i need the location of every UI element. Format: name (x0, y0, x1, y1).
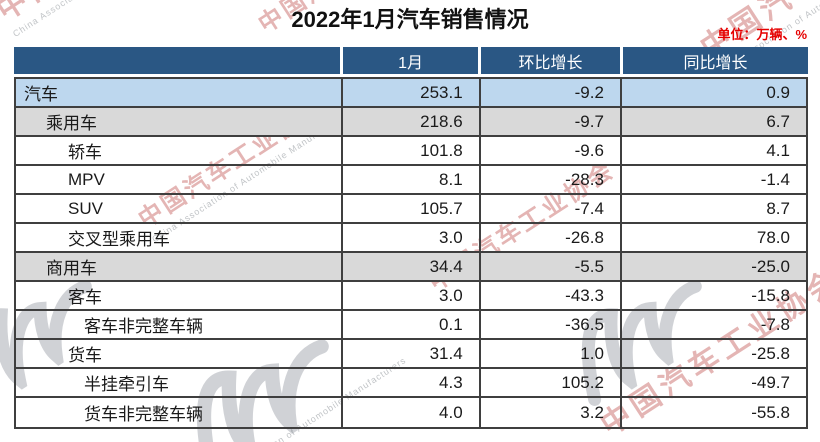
cell-value: 0.9 (766, 82, 790, 102)
table-row: 货车 31.4 1.0 -25.8 (16, 340, 806, 369)
cell-value: 4.1 (766, 140, 790, 160)
cell-value: 4.3 (343, 369, 481, 396)
cell-value: -43.3 (481, 282, 622, 309)
cell-value: -7.8 (760, 314, 790, 334)
cell-value: -36.5 (481, 311, 622, 338)
row-label: 商用车 (16, 253, 344, 280)
cell-value: -25.0 (751, 256, 790, 276)
row-label: 货车非完整车辆 (16, 398, 344, 427)
cell-value: 6.7 (766, 111, 790, 131)
row-label: 轿车 (16, 137, 344, 164)
cell-value: 8.1 (343, 166, 481, 193)
table-body: 汽车 253.1 -9.2 0.9 乘用车 218.6 -9.7 6.7 轿车 101.8 -9.6… (14, 77, 808, 429)
header-cell-january: 1月 (343, 47, 482, 74)
table-header-row: 1月 环比增长 同比增长 (14, 47, 808, 74)
cell-value: 253.1 (343, 79, 481, 106)
row-label: SUV (16, 195, 344, 222)
cell-value: 31.4 (343, 340, 481, 367)
cell-value: -26.8 (481, 224, 622, 251)
header-cell-yoy-growth: 同比增长 (622, 47, 808, 74)
cell-value: -25.8 (751, 343, 790, 363)
header-cell-category (14, 47, 344, 74)
row-label: 客车 (16, 282, 344, 309)
cell-value: 8.7 (766, 198, 790, 218)
unit-note: 单位：万辆、% (717, 27, 807, 42)
cell-value: -9.7 (481, 108, 622, 135)
table-row: SUV 105.7 -7.4 8.7 (16, 195, 806, 224)
cell-value: 0.1 (343, 311, 481, 338)
row-label: 交叉型乘用车 (16, 224, 344, 251)
cell-value: 4.0 (343, 398, 481, 427)
row-label: 货车 (16, 340, 344, 367)
table-row: MPV 8.1 -28.3 -1.4 (16, 166, 806, 195)
cell-value: -28.3 (481, 166, 622, 193)
cell-value: 105.7 (343, 195, 481, 222)
table-row: 轿车 101.8 -9.6 4.1 (16, 137, 806, 166)
cell-value: 101.8 (343, 137, 481, 164)
table-row: 交叉型乘用车 3.0 -26.8 78.0 (16, 224, 806, 253)
table-row: 汽车 253.1 -9.2 0.9 (16, 79, 806, 108)
table-row: 客车非完整车辆 0.1 -36.5 -7.8 (16, 311, 806, 340)
cell-value: 3.0 (343, 282, 481, 309)
cell-value: -55.8 (751, 402, 790, 422)
cell-value: -15.8 (751, 285, 790, 305)
header-cell-mom-growth: 环比增长 (481, 47, 623, 74)
cell-value: -49.7 (751, 372, 790, 392)
page-title: 2022年1月汽车销售情况 (291, 7, 529, 32)
cell-value: 3.2 (481, 398, 622, 427)
table-row: 乘用车 218.6 -9.7 6.7 (16, 108, 806, 137)
cell-value: 105.2 (481, 369, 622, 396)
cell-value: -9.2 (481, 79, 622, 106)
cell-value: 78.0 (756, 227, 790, 247)
table-row: 半挂牵引车 4.3 105.2 -49.7 (16, 369, 806, 398)
cell-value: 3.0 (343, 224, 481, 251)
row-label: MPV (16, 166, 344, 193)
row-label: 乘用车 (16, 108, 344, 135)
row-label: 客车非完整车辆 (16, 311, 344, 338)
table-row: 商用车 34.4 -5.5 -25.0 (16, 253, 806, 282)
cell-value: 34.4 (343, 253, 481, 280)
cell-value: -1.4 (760, 169, 790, 189)
row-label: 半挂牵引车 (16, 369, 344, 396)
table-row: 客车 3.0 -43.3 -15.8 (16, 282, 806, 311)
cell-value: -7.4 (481, 195, 622, 222)
sales-table: 1月 环比增长 同比增长 汽车 253.1 -9.2 0.9 乘用车 218.6 -9.7 6… (14, 47, 808, 429)
cell-value: -5.5 (481, 253, 622, 280)
cell-value: 1.0 (481, 340, 622, 367)
table-row: 货车非完整车辆 4.0 3.2 -55.8 (16, 398, 806, 427)
row-label: 汽车 (16, 79, 344, 106)
cell-value: -9.6 (481, 137, 622, 164)
cell-value: 218.6 (343, 108, 481, 135)
